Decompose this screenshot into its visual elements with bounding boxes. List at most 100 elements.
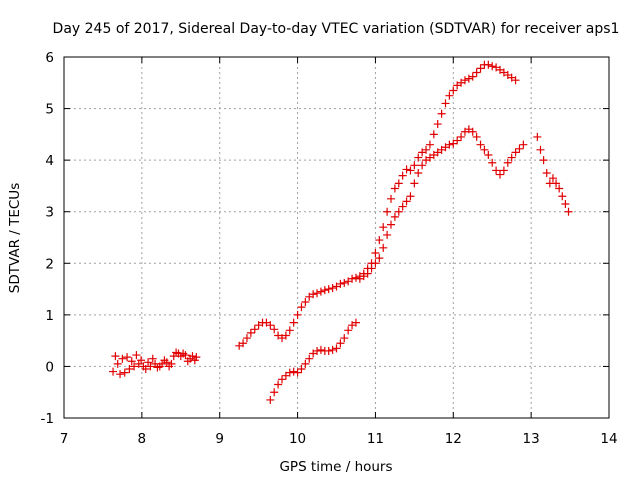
data-point: [118, 354, 127, 363]
data-point: [410, 161, 419, 170]
data-point: [564, 207, 573, 216]
data-point: [558, 192, 567, 201]
grid-lines: [64, 57, 609, 418]
series-segment-3: [533, 132, 573, 216]
data-point: [449, 86, 458, 95]
data-point: [305, 354, 314, 363]
data-point: [351, 273, 360, 282]
data-point: [437, 109, 446, 118]
data-point: [394, 179, 403, 188]
x-tick-label: 11: [367, 431, 384, 447]
y-tick-label: 6: [45, 50, 54, 66]
data-point: [468, 127, 477, 136]
data-point: [137, 356, 146, 365]
data-point: [116, 370, 125, 379]
y-tick-label: 0: [45, 359, 54, 375]
y-tick-label: 3: [45, 205, 54, 221]
data-point: [148, 354, 157, 363]
data-point: [445, 140, 454, 149]
plot-frame: [63, 56, 610, 419]
x-axis-label: GPS time / hours: [279, 459, 392, 475]
data-point: [515, 144, 524, 153]
data-point: [167, 359, 176, 368]
data-point: [503, 158, 512, 167]
data-point: [274, 380, 283, 389]
data-point: [542, 169, 551, 178]
data-point: [394, 207, 403, 216]
data-point: [488, 62, 497, 71]
data-point: [476, 64, 485, 73]
data-point: [375, 236, 384, 245]
chart-title: Day 245 of 2017, Sidereal Day-to-day VTE…: [53, 21, 620, 37]
data-point: [371, 248, 380, 257]
data-point: [511, 76, 520, 85]
data-point: [406, 166, 415, 175]
data-point: [410, 179, 419, 188]
data-point: [340, 278, 349, 287]
data-point: [445, 91, 454, 100]
data-point: [146, 362, 155, 371]
data-point: [480, 145, 489, 154]
data-point: [402, 165, 411, 174]
data-point: [433, 120, 442, 129]
data-point: [375, 254, 384, 263]
data-point: [266, 321, 275, 330]
data-point: [320, 286, 329, 295]
data-point: [141, 365, 150, 374]
x-tick-label: 8: [138, 431, 147, 447]
data-point: [328, 284, 337, 293]
data-point: [387, 194, 395, 203]
data-point: [188, 352, 197, 361]
data-point: [492, 166, 501, 175]
data-point: [507, 153, 516, 162]
data-point: [457, 132, 466, 141]
data-point: [555, 184, 564, 193]
data-point: [351, 318, 360, 327]
data-point: [293, 310, 302, 319]
data-point: [425, 140, 434, 149]
y-axis-label: SDTVAR / TECUs: [7, 183, 23, 293]
data-point: [313, 289, 322, 298]
data-point: [496, 170, 504, 179]
data-point: [250, 325, 259, 334]
x-tick-label: 13: [523, 431, 540, 447]
data-point: [511, 148, 520, 157]
data-point: [472, 68, 481, 77]
data-point: [281, 331, 290, 340]
data-point: [328, 345, 337, 354]
data-point: [344, 326, 353, 335]
data-point: [120, 368, 129, 377]
x-tick-label: 10: [289, 431, 306, 447]
data-point: [476, 140, 485, 149]
data-point: [336, 339, 345, 348]
series-segment-1: [109, 348, 201, 379]
data-point: [539, 156, 548, 165]
data-point: [127, 357, 136, 366]
data-point: [278, 375, 286, 384]
data-point: [340, 334, 349, 343]
data-point: [123, 353, 132, 362]
data-point: [414, 153, 423, 162]
data-point: [293, 368, 302, 377]
data-point: [484, 150, 493, 159]
data-point: [109, 367, 118, 376]
data-point: [533, 132, 542, 141]
data-point: [464, 74, 473, 83]
data-point: [239, 339, 248, 348]
data-point: [246, 328, 255, 337]
data-point: [270, 388, 279, 397]
data-point: [301, 297, 310, 306]
data-point: [242, 334, 251, 343]
data-point: [301, 359, 310, 368]
data-point: [453, 136, 462, 145]
data-point: [383, 207, 392, 216]
y-tick-label: -1: [41, 411, 54, 427]
data-point: [379, 243, 388, 252]
data-point: [289, 318, 298, 327]
data-point: [313, 346, 322, 355]
data-point: [297, 365, 306, 374]
series-segment-2-lower: [266, 125, 528, 404]
data-point: [402, 197, 411, 206]
data-point: [181, 351, 190, 360]
